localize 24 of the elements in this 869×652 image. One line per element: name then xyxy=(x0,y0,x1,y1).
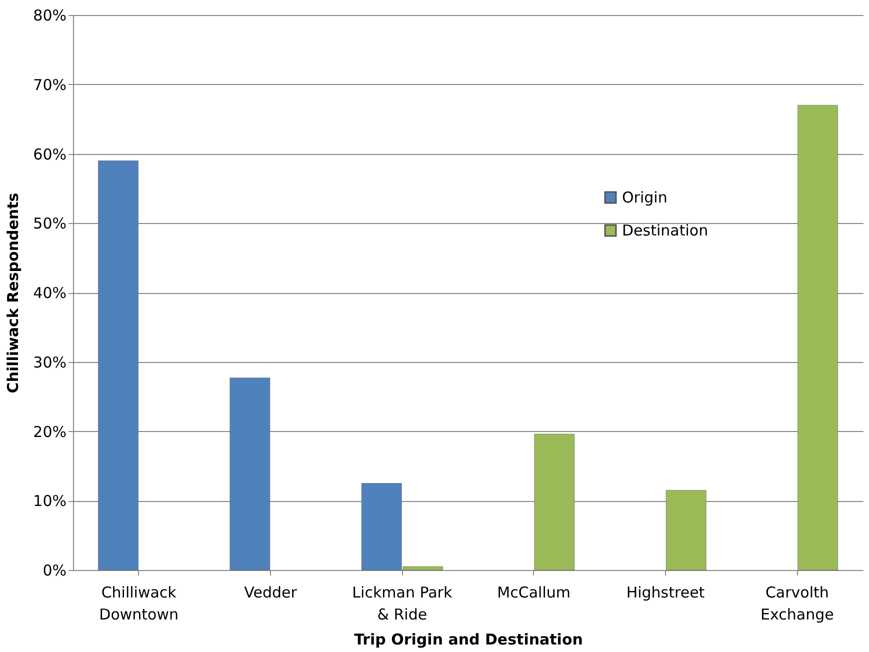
legend-label: Destination xyxy=(622,222,708,240)
bar xyxy=(798,105,838,570)
y-tick-label: 20% xyxy=(33,422,66,441)
y-tick-label: 60% xyxy=(33,145,66,164)
x-tick-label: Highstreet xyxy=(626,584,705,602)
y-tick-label: 10% xyxy=(33,492,66,510)
y-tick-label: 30% xyxy=(33,353,66,372)
bar xyxy=(666,490,706,570)
x-axis-title: Trip Origin and Destination xyxy=(354,630,583,648)
y-tick-label: 70% xyxy=(33,76,66,94)
y-axis-title: Chilliwack Respondents xyxy=(4,192,22,394)
y-tick-label: 0% xyxy=(42,562,66,580)
bar xyxy=(98,160,138,570)
x-tick-label: Carvolth Exchange xyxy=(760,584,834,624)
x-tick-label: Chilliwack Downtown xyxy=(99,584,179,624)
x-tick-label: McCallum xyxy=(497,584,570,602)
legend-label: Origin xyxy=(622,188,668,206)
y-tick-label: 40% xyxy=(33,284,66,302)
y-tick-label: 80% xyxy=(33,6,66,24)
bar xyxy=(230,378,270,570)
bar xyxy=(534,434,575,570)
x-tick-label: Vedder xyxy=(244,584,298,602)
x-tick-label: Lickman Park & Ride xyxy=(352,584,452,624)
y-tick-label: 50% xyxy=(33,214,66,233)
